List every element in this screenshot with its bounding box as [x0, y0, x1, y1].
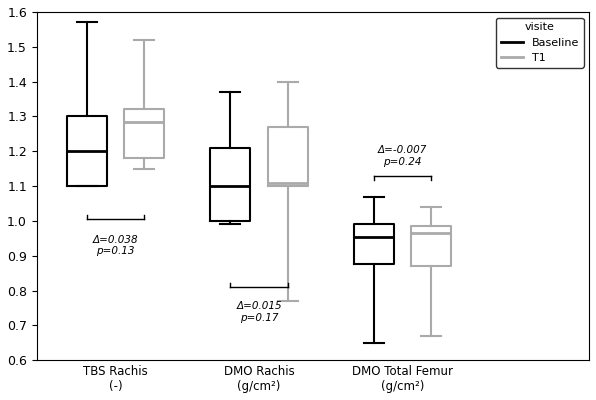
- Text: Δ=0.038
p=0.13: Δ=0.038 p=0.13: [93, 235, 138, 256]
- Text: Δ=0.015
p=0.17: Δ=0.015 p=0.17: [236, 301, 282, 322]
- Legend: Baseline, T1: Baseline, T1: [496, 18, 583, 68]
- Text: Δ=-0.007
p=0.24: Δ=-0.007 p=0.24: [378, 145, 427, 167]
